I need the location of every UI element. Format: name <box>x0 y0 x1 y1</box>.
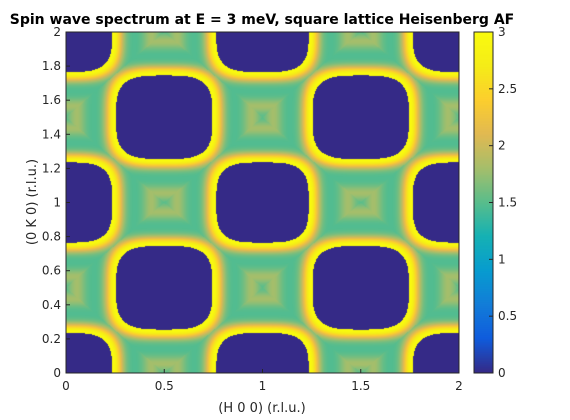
colorbar-tick-label: 0 <box>498 366 506 380</box>
y-tick-label: 0.6 <box>42 264 61 278</box>
colorbar-tick-label: 2.5 <box>498 82 517 96</box>
y-tick-label: 1 <box>53 196 61 210</box>
colorbar: 0 0.5 1 1.5 2 2.5 3 <box>473 25 517 380</box>
heatmap-canvas <box>66 32 459 373</box>
y-tick-label: 2 <box>53 25 61 39</box>
x-tick-label: 1.5 <box>351 379 370 393</box>
x-tick-label: 1 <box>259 379 267 393</box>
y-tick-label: 0.2 <box>42 332 61 346</box>
y-tick-label: 0.4 <box>42 298 61 312</box>
y-tick-label: 1.6 <box>42 93 61 107</box>
x-tick-label: 2 <box>455 379 463 393</box>
colorbar-tick-label: 0.5 <box>498 309 517 323</box>
chart-title: Spin wave spectrum at E = 3 meV, square … <box>10 12 514 28</box>
y-tick-label: 1.8 <box>42 59 61 73</box>
y-axis-label: (0 K 0) (r.l.u.) <box>25 159 40 245</box>
colorbar-tick-label: 1.5 <box>498 196 517 210</box>
x-axis: 0 0.5 1 1.5 2 <box>62 369 463 393</box>
x-axis-label: (H 0 0) (r.l.u.) <box>218 401 305 416</box>
y-tick-label: 0.8 <box>42 230 61 244</box>
x-tick-label: 0.5 <box>155 379 174 393</box>
x-tick-label: 0 <box>62 379 70 393</box>
y-tick-label: 1.4 <box>42 127 61 141</box>
colorbar-canvas <box>474 32 493 373</box>
heatmap-plot-area <box>65 31 460 374</box>
y-axis: 0 0.2 0.4 0.6 0.8 1 1.2 1.4 1.6 1.8 2 <box>42 25 70 380</box>
colorbar-tick-label: 2 <box>498 139 506 153</box>
y-tick-label: 0 <box>53 366 61 380</box>
colorbar-tick-label: 1 <box>498 252 506 266</box>
colorbar-tick-label: 3 <box>498 25 506 39</box>
y-tick-label: 1.2 <box>42 161 61 175</box>
